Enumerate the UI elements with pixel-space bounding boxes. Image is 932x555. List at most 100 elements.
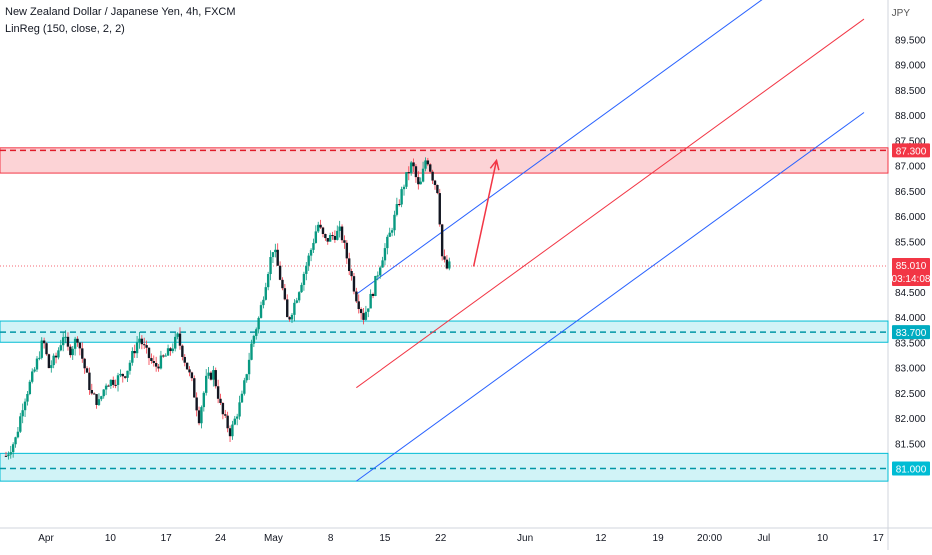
candle <box>140 335 144 350</box>
price-tick-label: 89.500 <box>895 35 926 46</box>
candle <box>326 238 329 245</box>
candle-body <box>102 389 105 397</box>
candle-body <box>200 407 203 424</box>
candle-body <box>114 384 117 386</box>
candle-body <box>181 345 184 357</box>
candle <box>200 405 203 429</box>
candle-body <box>300 284 303 293</box>
candle <box>157 363 160 372</box>
candle-body <box>166 348 170 356</box>
candle <box>281 277 284 291</box>
time-tick-label: Apr <box>38 533 54 544</box>
candle-body <box>405 172 408 187</box>
candle <box>436 184 439 195</box>
candle-body <box>212 370 215 380</box>
candle-body <box>331 235 334 237</box>
price-tick-label: 84.500 <box>895 288 926 299</box>
candle-body <box>66 336 70 347</box>
candle <box>257 316 260 334</box>
candle <box>331 231 334 240</box>
candle <box>50 360 53 373</box>
candle <box>376 271 379 281</box>
candle-body <box>202 392 206 408</box>
candle <box>116 372 120 392</box>
candle <box>445 255 449 270</box>
candle-body <box>71 348 74 356</box>
candle <box>321 226 325 238</box>
candle <box>33 367 36 373</box>
candle-body <box>271 252 275 258</box>
candle <box>54 352 58 364</box>
candle-body <box>243 380 246 394</box>
indicator-legend[interactable]: LinReg (150, close, 2, 2) <box>5 23 125 35</box>
candle <box>169 346 172 356</box>
candle <box>274 243 277 258</box>
candle <box>262 296 265 309</box>
candle <box>409 160 413 176</box>
candle <box>59 339 63 352</box>
candle <box>357 294 360 314</box>
candle-body <box>143 344 146 346</box>
candle-body <box>197 410 201 424</box>
candle <box>195 392 198 417</box>
candle <box>202 391 206 412</box>
candle-body <box>409 162 413 174</box>
candle <box>9 445 12 459</box>
candle-body <box>52 355 55 366</box>
candle <box>286 294 289 318</box>
time-tick-label: 8 <box>328 533 334 544</box>
candle-body <box>340 226 344 241</box>
price-tick-label: 89.000 <box>895 61 926 72</box>
candle <box>381 256 384 268</box>
time-tick-label: 15 <box>379 533 391 544</box>
candle-body <box>290 314 294 320</box>
candle-body <box>214 370 217 387</box>
time-tick-label: 10 <box>105 533 117 544</box>
candle-body <box>345 242 349 259</box>
candle-body <box>297 292 301 301</box>
candle-body <box>255 329 258 336</box>
candle <box>386 234 389 255</box>
candle-body <box>266 274 270 288</box>
candle-body <box>57 350 60 358</box>
candle <box>414 164 418 183</box>
candle-body <box>150 358 153 361</box>
candle <box>297 291 301 303</box>
candle <box>314 225 318 244</box>
candle-body <box>76 338 79 343</box>
candle <box>133 344 136 358</box>
candle-body <box>16 431 20 438</box>
candle <box>76 336 79 347</box>
candle-body <box>147 347 151 359</box>
candle-body <box>281 279 284 289</box>
candle <box>71 345 74 360</box>
time-tick-label: 12 <box>595 533 607 544</box>
time-tick-label: 22 <box>435 533 447 544</box>
support-1-price-label: 83.700 <box>896 328 927 339</box>
candle <box>271 252 275 263</box>
candle-body <box>369 293 372 309</box>
candle-body <box>9 452 12 455</box>
candle-body <box>97 399 101 405</box>
candle <box>42 337 46 349</box>
candle <box>40 337 43 360</box>
candle <box>424 157 427 172</box>
price-tick-label: 83.500 <box>895 338 926 349</box>
candle <box>11 442 15 458</box>
candle-body <box>262 299 265 306</box>
resistance-zone <box>0 147 889 174</box>
candle <box>438 188 441 227</box>
candle-body <box>321 227 325 235</box>
candle <box>90 383 93 396</box>
candle <box>235 413 239 426</box>
candle <box>400 186 403 208</box>
candle-body <box>40 340 43 358</box>
price-tick-label: 86.500 <box>895 187 926 198</box>
candle-body <box>314 231 318 243</box>
candle <box>426 157 430 167</box>
candle <box>226 411 229 433</box>
candle <box>193 375 196 398</box>
candle <box>92 392 96 395</box>
